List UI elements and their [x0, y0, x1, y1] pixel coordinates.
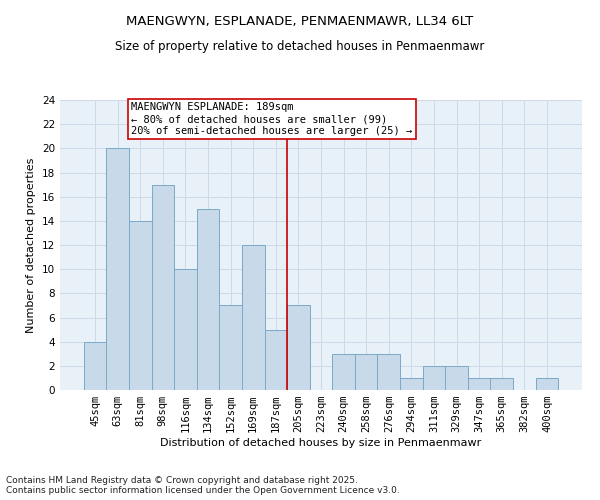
Bar: [377, 354, 400, 390]
Y-axis label: Number of detached properties: Number of detached properties: [26, 158, 37, 332]
Bar: [84, 342, 106, 390]
Bar: [197, 209, 220, 390]
Bar: [536, 378, 558, 390]
Bar: [332, 354, 355, 390]
Bar: [152, 184, 174, 390]
Text: Size of property relative to detached houses in Penmaenmawr: Size of property relative to detached ho…: [115, 40, 485, 53]
Text: MAENGWYN, ESPLANADE, PENMAENMAWR, LL34 6LT: MAENGWYN, ESPLANADE, PENMAENMAWR, LL34 6…: [127, 15, 473, 28]
Bar: [174, 269, 197, 390]
Bar: [422, 366, 445, 390]
X-axis label: Distribution of detached houses by size in Penmaenmawr: Distribution of detached houses by size …: [160, 438, 482, 448]
Bar: [220, 306, 242, 390]
Bar: [265, 330, 287, 390]
Text: Contains HM Land Registry data © Crown copyright and database right 2025.
Contai: Contains HM Land Registry data © Crown c…: [6, 476, 400, 495]
Bar: [242, 245, 265, 390]
Bar: [129, 221, 152, 390]
Bar: [355, 354, 377, 390]
Bar: [445, 366, 468, 390]
Bar: [287, 306, 310, 390]
Bar: [106, 148, 129, 390]
Text: MAENGWYN ESPLANADE: 189sqm
← 80% of detached houses are smaller (99)
20% of semi: MAENGWYN ESPLANADE: 189sqm ← 80% of deta…: [131, 102, 412, 136]
Bar: [490, 378, 513, 390]
Bar: [468, 378, 490, 390]
Bar: [400, 378, 422, 390]
